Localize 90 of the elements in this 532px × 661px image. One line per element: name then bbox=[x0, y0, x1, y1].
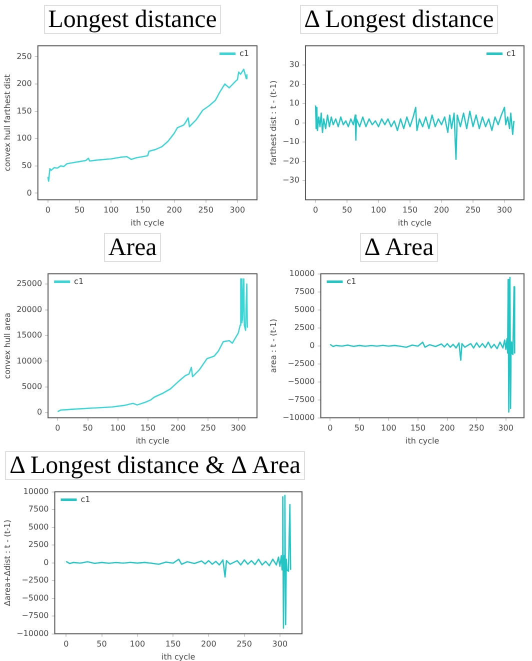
chart-title: Area bbox=[104, 233, 161, 262]
y-tick-label: 5000 bbox=[294, 304, 315, 314]
y-tick-label: −30 bbox=[282, 176, 300, 185]
y-tick-label: −7500 bbox=[22, 611, 49, 620]
x-tick-label: 50 bbox=[96, 640, 107, 649]
x-tick-label: 200 bbox=[434, 206, 450, 215]
x-tick-label: 100 bbox=[103, 206, 119, 215]
y-tick-label: 2500 bbox=[294, 322, 315, 332]
x-axis-title: ith cycle bbox=[130, 218, 164, 228]
y-tick-label: −10000 bbox=[16, 628, 49, 638]
x-tick-label: 200 bbox=[440, 424, 455, 433]
y-tick-label: 10000 bbox=[289, 268, 315, 278]
y-tick-label: −10 bbox=[282, 137, 300, 146]
x-axis-title: ith cycle bbox=[162, 652, 196, 661]
x-tick-label: 250 bbox=[465, 206, 481, 215]
x-tick-label: 150 bbox=[165, 640, 181, 649]
y-tick-label: 7500 bbox=[28, 504, 49, 514]
x-tick-label: 250 bbox=[198, 206, 214, 215]
x-tick-label: 250 bbox=[200, 424, 216, 433]
x-axis-title: ith cycle bbox=[136, 436, 170, 446]
x-tick-label: 300 bbox=[230, 424, 246, 433]
y-tick-label: 2500 bbox=[28, 540, 49, 550]
x-tick-label: 0 bbox=[55, 424, 60, 433]
x-axis-title: ith cycle bbox=[398, 218, 432, 228]
y-tick-label: 0 bbox=[26, 188, 32, 198]
y-tick-label: 50 bbox=[22, 161, 32, 170]
legend-label: c1 bbox=[80, 494, 90, 504]
y-tick-label: −2500 bbox=[288, 358, 315, 368]
y-tick-label: 150 bbox=[16, 106, 32, 116]
x-tick-label: 250 bbox=[236, 640, 252, 649]
legend-label: c1 bbox=[506, 48, 516, 58]
y-tick-label: 0 bbox=[294, 118, 300, 127]
y-tick-label: 30 bbox=[289, 60, 300, 70]
y-tick-label: 15000 bbox=[16, 330, 42, 340]
x-tick-label: 250 bbox=[468, 424, 484, 433]
y-tick-label: 0 bbox=[44, 558, 49, 567]
x-tick-label: 50 bbox=[354, 424, 365, 433]
legend-label: c1 bbox=[74, 276, 84, 286]
y-tick-label: 20000 bbox=[16, 304, 42, 314]
y-tick-label: −10000 bbox=[282, 412, 315, 422]
y-tick-label: 5000 bbox=[28, 522, 49, 532]
x-tick-label: 0 bbox=[328, 424, 333, 433]
legend-label: c1 bbox=[240, 48, 250, 58]
y-tick-label: 10000 bbox=[16, 356, 42, 366]
x-axis-title: ith cycle bbox=[406, 436, 440, 446]
x-tick-label: 100 bbox=[370, 206, 386, 215]
x-tick-label: 100 bbox=[110, 424, 126, 433]
y-tick-label: −7500 bbox=[288, 394, 315, 404]
chart-title: Δ Longest distance bbox=[300, 5, 498, 34]
x-tick-label: 300 bbox=[230, 206, 246, 215]
x-tick-label: 100 bbox=[381, 424, 396, 433]
y-axis-title: area : t - (t-1) bbox=[268, 318, 278, 373]
y-tick-label: −2500 bbox=[22, 576, 49, 585]
chart-title: Longest distance bbox=[44, 5, 221, 34]
y-tick-label: 7500 bbox=[294, 286, 315, 296]
x-tick-label: 50 bbox=[342, 206, 352, 215]
y-axis-title: convex hull farthest dist bbox=[2, 74, 12, 172]
x-tick-label: 200 bbox=[166, 206, 182, 215]
x-tick-label: 300 bbox=[496, 206, 512, 215]
x-tick-label: 300 bbox=[272, 640, 288, 649]
x-tick-label: 200 bbox=[170, 424, 186, 433]
y-tick-label: 0 bbox=[36, 408, 42, 417]
y-tick-label: 250 bbox=[16, 52, 32, 61]
x-tick-label: 0 bbox=[64, 640, 69, 649]
chart-title: Δ Area bbox=[360, 233, 438, 262]
x-tick-label: 200 bbox=[201, 640, 216, 649]
y-tick-label: 100 bbox=[16, 134, 32, 143]
x-tick-label: 100 bbox=[130, 640, 146, 649]
y-tick-label: −20 bbox=[282, 156, 300, 166]
y-axis-title: convex hull area bbox=[2, 312, 12, 379]
y-tick-label: −5000 bbox=[288, 376, 315, 386]
x-tick-label: 150 bbox=[410, 424, 426, 433]
y-tick-label: 25000 bbox=[16, 279, 42, 288]
y-axis-title: Δarea+Δdist : t - (t-1) bbox=[2, 520, 12, 606]
x-tick-label: 150 bbox=[135, 206, 150, 215]
x-tick-label: 300 bbox=[498, 424, 514, 433]
x-tick-label: 150 bbox=[140, 424, 156, 433]
y-tick-label: −5000 bbox=[22, 593, 49, 602]
y-tick-label: 10000 bbox=[23, 486, 49, 496]
legend-label: c1 bbox=[346, 276, 356, 286]
chart-title: Δ Longest distance & Δ Area bbox=[5, 451, 305, 480]
x-tick-label: 150 bbox=[402, 206, 418, 215]
y-tick-label: 0 bbox=[310, 340, 315, 350]
y-tick-label: 20 bbox=[289, 79, 300, 88]
y-tick-label: 5000 bbox=[22, 382, 42, 392]
x-tick-label: 50 bbox=[74, 206, 85, 215]
y-tick-label: 10 bbox=[289, 98, 300, 108]
y-axis-title: farthest dist : t - (t-1) bbox=[268, 80, 278, 166]
x-tick-label: 50 bbox=[82, 424, 93, 433]
y-tick-label: 200 bbox=[16, 79, 32, 88]
